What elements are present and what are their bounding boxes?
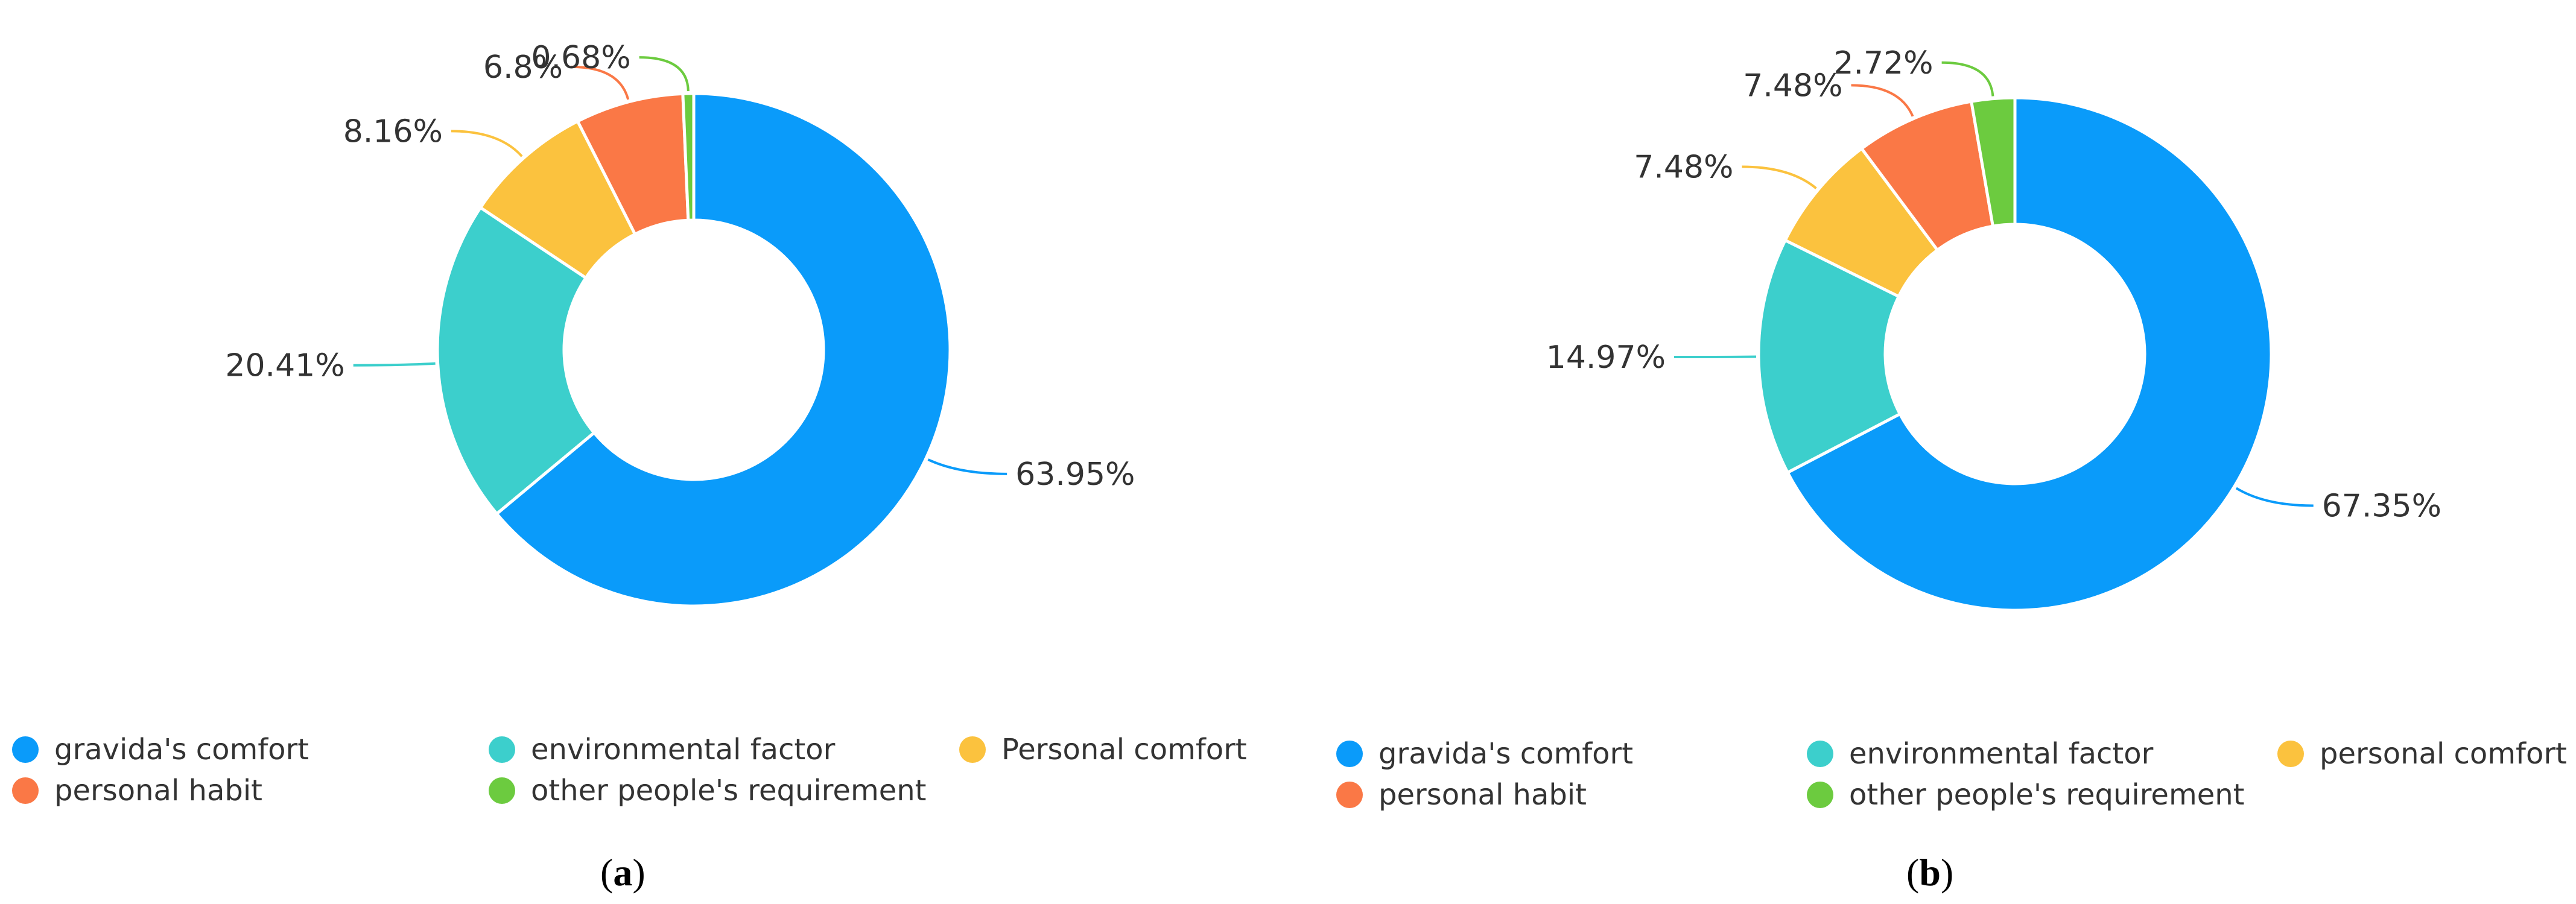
legend-label: Personal comfort bbox=[1001, 733, 1247, 767]
legend-dot bbox=[12, 777, 39, 804]
legend-item-environmental-factor[interactable]: environmental factor bbox=[1807, 737, 2153, 771]
value-label-gravida-s-comfort: 63.95% bbox=[1015, 457, 1135, 493]
value-label-environmental-factor: 14.97% bbox=[1546, 340, 1666, 376]
legend-label: personal habit bbox=[54, 774, 262, 808]
slice-gravida-s-comfort[interactable] bbox=[1785, 96, 2273, 612]
legend-item-personal-comfort[interactable]: personal comfort bbox=[2277, 737, 2567, 771]
value-label-personal-habit: 7.48% bbox=[1743, 68, 1842, 104]
legend-dot bbox=[959, 736, 986, 763]
caption-letter: a bbox=[613, 851, 633, 894]
value-label-other-people-s-requirement: 2.72% bbox=[1833, 45, 1933, 81]
legend-label: gravida's comfort bbox=[1378, 737, 1634, 771]
leader-line-personal-habit bbox=[1851, 84, 1914, 117]
slice-other-people-s-requirement[interactable] bbox=[681, 92, 696, 222]
value-label-personal-comfort: 8.16% bbox=[343, 113, 443, 150]
panel-caption-a: (a) bbox=[600, 851, 646, 894]
value-label-personal-comfort: 7.48% bbox=[1634, 149, 1733, 185]
leader-line-environmental-factor bbox=[353, 362, 436, 367]
leader-line-personal-habit bbox=[571, 65, 630, 100]
leader-line-personal-comfort bbox=[1742, 165, 1817, 189]
legend-item-gravidas-comfort[interactable]: gravida's comfort bbox=[12, 733, 309, 767]
legend-dot bbox=[1336, 741, 1363, 767]
leader-line-personal-comfort bbox=[451, 130, 523, 157]
value-label-gravida-s-comfort: 67.35% bbox=[2322, 488, 2441, 524]
legend-label: environmental factor bbox=[531, 733, 836, 767]
legend-label: personal comfort bbox=[2320, 737, 2567, 771]
legend-dot bbox=[12, 736, 39, 763]
leader-line-other-people-s-requirement bbox=[1941, 61, 1994, 96]
slice-environmental-factor[interactable] bbox=[1757, 238, 1902, 475]
legend-item-other-requirement[interactable]: other people's requirement bbox=[1807, 778, 2244, 812]
legend-label: personal habit bbox=[1378, 778, 1587, 812]
legend-dot bbox=[489, 736, 515, 763]
leader-line-gravida-s-comfort bbox=[927, 458, 1007, 475]
donut-chart-a: 63.95% 20.41% 8.16% 6.8%0.68% bbox=[225, 40, 1135, 608]
slice-environmental-factor[interactable] bbox=[436, 205, 597, 516]
chart-panel-b: 67.35% 14.97% 7.48% 7.48% 2.72% gravida's co… bbox=[1288, 0, 2576, 904]
legend-item-personal-habit[interactable]: personal habit bbox=[1336, 778, 1587, 812]
legend-label: environmental factor bbox=[1849, 737, 2154, 771]
legend-dot bbox=[1807, 782, 1833, 808]
value-label-personal-habit: 6.8% bbox=[483, 49, 563, 86]
legend-item-gravidas-comfort[interactable]: gravida's comfort bbox=[1336, 737, 1633, 771]
value-label-other-people-s-requirement: 0.68% bbox=[531, 40, 630, 76]
leader-line-environmental-factor bbox=[1674, 355, 1757, 359]
slice-other-people-s-requirement[interactable] bbox=[1969, 96, 2017, 229]
value-label-environmental-factor: 20.41% bbox=[225, 348, 344, 384]
caption-letter: b bbox=[1919, 851, 1941, 894]
donut-chart-b: 67.35%14.97%7.48%7.48%2.72% bbox=[1546, 45, 2441, 612]
legend-label: other people's requirement bbox=[531, 774, 927, 808]
panel-caption-b: (b) bbox=[1906, 851, 1954, 894]
legend-dot bbox=[1807, 741, 1833, 767]
chart-panel-a: 63.95% 20.41% 8.16% 6.8% 0.68% gravida's com… bbox=[12, 40, 1247, 894]
legend-item-personal-habit[interactable]: personal habit bbox=[12, 774, 262, 808]
legend-dot bbox=[1336, 782, 1363, 808]
legend-dot bbox=[489, 777, 515, 804]
legend-dot bbox=[2277, 741, 2304, 767]
slice-gravida-s-comfort[interactable] bbox=[494, 92, 952, 608]
leader-line-other-people-s-requirement bbox=[639, 56, 690, 92]
legend-item-personal-comfort[interactable]: Personal comfort bbox=[959, 733, 1247, 767]
legend-label: gravida's comfort bbox=[54, 733, 309, 767]
leader-line-gravida-s-comfort bbox=[2235, 487, 2314, 507]
legend-label: other people's requirement bbox=[1849, 778, 2245, 812]
legend-item-other-requirement[interactable]: other people's requirement bbox=[489, 774, 926, 808]
legend-item-environmental-factor[interactable]: environmental factor bbox=[489, 733, 835, 767]
